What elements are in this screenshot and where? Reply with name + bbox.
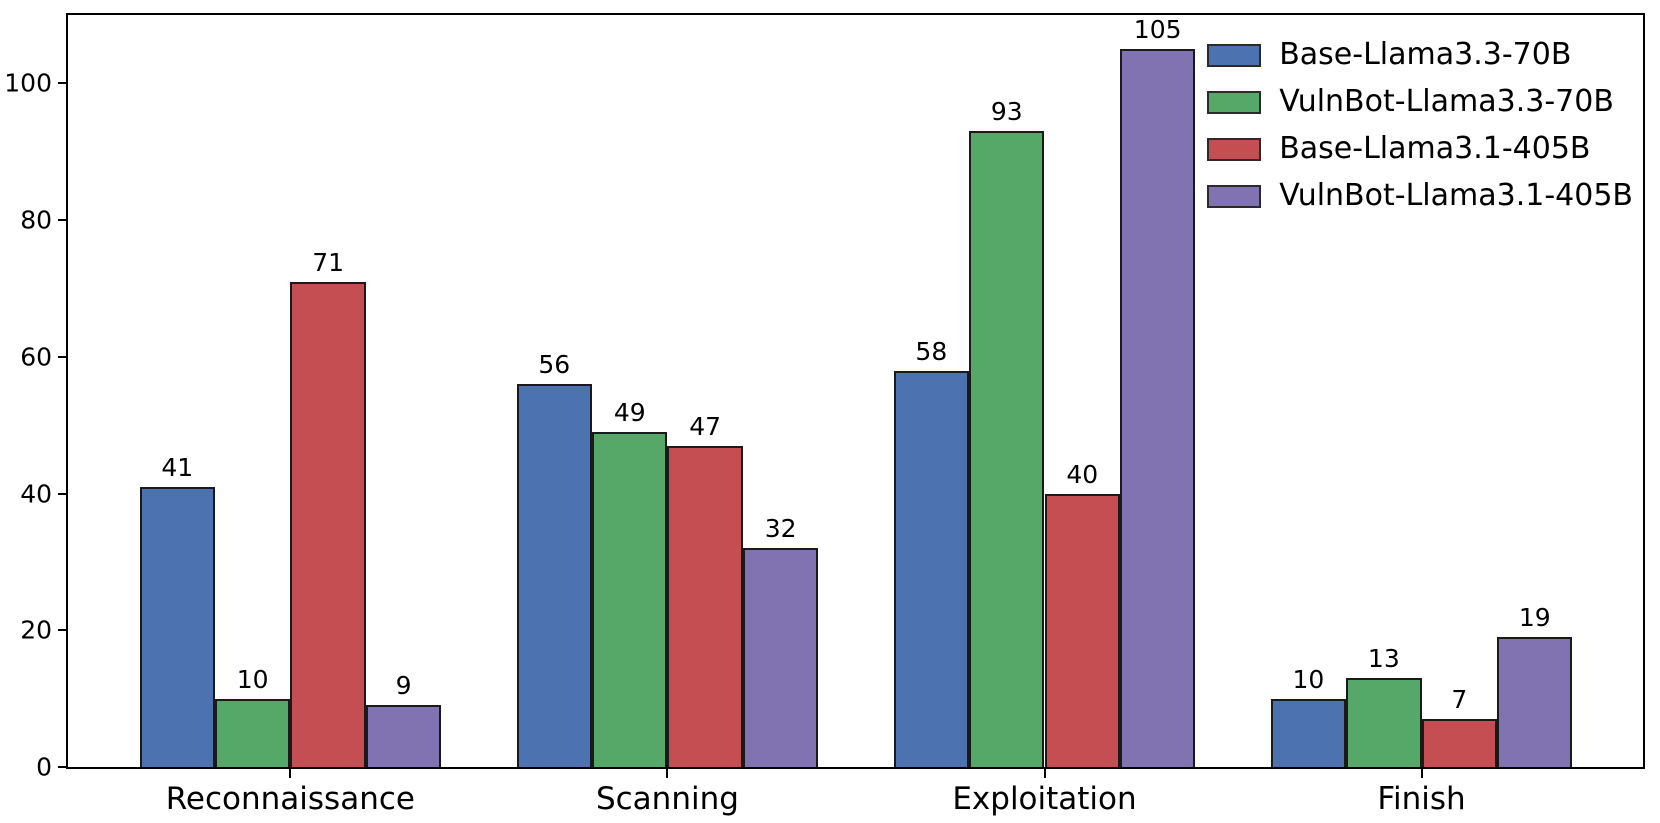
bar-VulnBot-Llama3.3-70B-Finish — [1346, 678, 1422, 767]
legend-item-VulnBot-Llama3.3-70B: VulnBot-Llama3.3-70B — [1207, 87, 1633, 117]
legend-label: Base-Llama3.3-70B — [1279, 37, 1572, 72]
bar-Base-Llama3.1-405B-Scanning — [667, 445, 743, 767]
x-tick-mark-Scanning — [666, 769, 669, 778]
bar-value-label: 71 — [312, 247, 345, 277]
bar-value-label: 105 — [1133, 15, 1182, 45]
legend-swatch-icon — [1207, 43, 1262, 67]
y-tick-label-20: 20 — [20, 615, 52, 645]
bar-value-label: 7 — [1451, 685, 1468, 715]
bar-VulnBot-Llama3.1-405B-Scanning — [742, 548, 819, 767]
legend-label: VulnBot-Llama3.3-70B — [1279, 84, 1614, 119]
y-tick-label-40: 40 — [20, 479, 52, 509]
y-tick-mark-0 — [58, 766, 66, 768]
x-tick-label-Reconnaissance: Reconnaissance — [165, 781, 415, 817]
bar-value-label: 41 — [161, 452, 194, 482]
bar-value-label: 13 — [1367, 644, 1400, 674]
bar-VulnBot-Llama3.1-405B-Finish — [1496, 637, 1573, 767]
bar-VulnBot-Llama3.3-70B-Exploitation — [969, 131, 1045, 767]
x-tick-mark-Reconnaissance — [289, 769, 292, 778]
bars-layer: 41 10 71 9 56 49 47 32 58 93 40 105 10 13 7 19 — [68, 15, 1643, 767]
y-tick-label-0: 0 — [36, 752, 52, 782]
legend-label: Base-Llama3.1-405B — [1279, 131, 1591, 166]
bar-value-label: 10 — [236, 664, 269, 694]
bar-value-label: 47 — [689, 411, 722, 441]
bar-Base-Llama3.3-70B-Reconnaissance — [139, 486, 215, 767]
legend: Base-Llama3.3-70B VulnBot-Llama3.3-70B Bas… — [1207, 40, 1633, 211]
legend-swatch-icon — [1207, 184, 1262, 208]
x-tick-label-Scanning: Scanning — [595, 781, 739, 817]
bar-Base-Llama3.1-405B-Exploitation — [1044, 493, 1120, 767]
bar-VulnBot-Llama3.1-405B-Reconnaissance — [365, 705, 442, 767]
x-tick-label-Exploitation: Exploitation — [952, 781, 1137, 817]
bar-value-label: 40 — [1066, 459, 1099, 489]
y-tick-mark-20 — [58, 629, 66, 632]
y-tick-mark-40 — [58, 492, 66, 495]
legend-label: VulnBot-Llama3.1-405B — [1279, 178, 1633, 213]
bar-VulnBot-Llama3.3-70B-Scanning — [592, 432, 668, 767]
legend-item-Base-Llama3.1-405B: Base-Llama3.1-405B — [1207, 134, 1633, 164]
bar-VulnBot-Llama3.1-405B-Exploitation — [1119, 49, 1196, 767]
bar-VulnBot-Llama3.3-70B-Reconnaissance — [214, 698, 291, 767]
y-tick-label-80: 80 — [20, 205, 52, 235]
x-tick-mark-Finish — [1420, 769, 1423, 778]
y-tick-mark-100 — [58, 82, 66, 85]
plot-area: 41 10 71 9 56 49 47 32 58 93 40 105 10 13 7 19 Base-Lla… — [66, 13, 1645, 769]
bar-value-label: 58 — [915, 336, 948, 366]
bar-value-label: 93 — [990, 97, 1023, 127]
y-tick-mark-80 — [58, 219, 66, 222]
bar-Base-Llama3.1-405B-Reconnaissance — [290, 281, 366, 767]
bar-value-label: 9 — [395, 671, 412, 701]
legend-item-VulnBot-Llama3.1-405B: VulnBot-Llama3.1-405B — [1207, 181, 1633, 211]
x-tick-label-Finish: Finish — [1377, 781, 1466, 817]
x-tick-mark-Exploitation — [1043, 769, 1046, 778]
bar-Base-Llama3.3-70B-Exploitation — [893, 370, 970, 767]
bar-Base-Llama3.3-70B-Finish — [1270, 698, 1347, 767]
bar-value-label: 49 — [613, 398, 646, 428]
bar-value-label: 56 — [538, 350, 571, 380]
legend-item-Base-Llama3.3-70B: Base-Llama3.3-70B — [1207, 40, 1633, 70]
bar-Base-Llama3.3-70B-Scanning — [516, 384, 592, 767]
bar-value-label: 10 — [1292, 664, 1325, 694]
y-tick-label-100: 100 — [4, 68, 52, 98]
y-tick-label-60: 60 — [20, 342, 52, 372]
legend-swatch-icon — [1207, 90, 1262, 114]
bar-value-label: 32 — [764, 514, 797, 544]
legend-swatch-icon — [1207, 137, 1262, 161]
bar-Base-Llama3.1-405B-Finish — [1421, 719, 1497, 767]
bar-value-label: 19 — [1518, 603, 1551, 633]
y-tick-mark-60 — [58, 355, 66, 358]
